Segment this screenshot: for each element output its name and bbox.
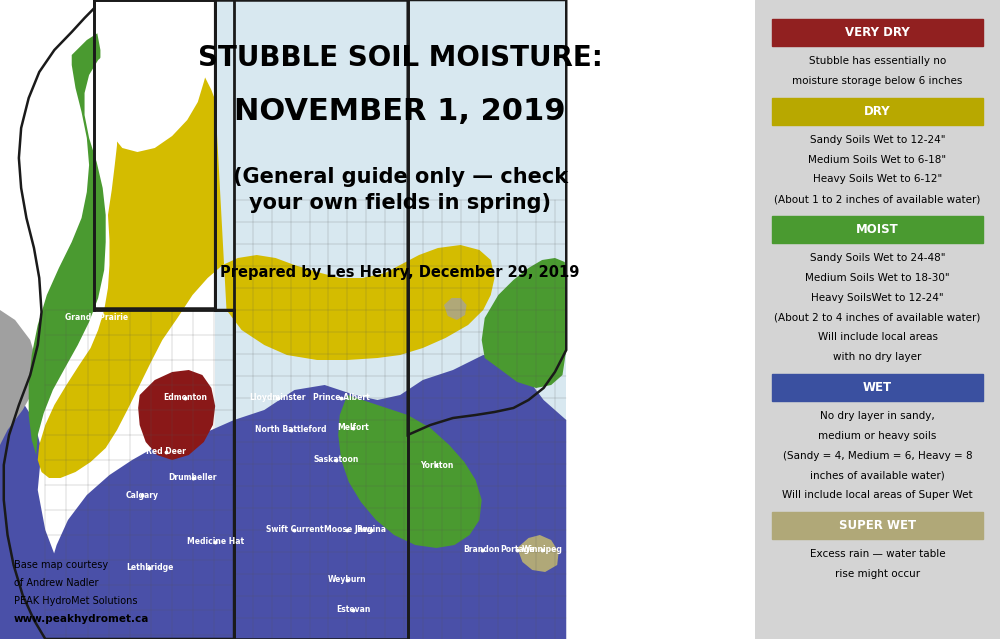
Text: DRY: DRY bbox=[864, 105, 891, 118]
Polygon shape bbox=[0, 355, 566, 639]
Text: Portage: Portage bbox=[500, 546, 534, 555]
Text: Lloydminster: Lloydminster bbox=[250, 394, 306, 403]
Text: Medium Soils Wet to 6-18": Medium Soils Wet to 6-18" bbox=[808, 155, 947, 165]
Text: North Battleford: North Battleford bbox=[255, 426, 326, 435]
Polygon shape bbox=[517, 535, 559, 572]
Text: Medicine Hat: Medicine Hat bbox=[187, 537, 244, 546]
Text: WET: WET bbox=[863, 381, 892, 394]
Text: Regina: Regina bbox=[356, 525, 386, 534]
Text: Winnipeg: Winnipeg bbox=[522, 546, 563, 555]
Text: Stubble has essentially no: Stubble has essentially no bbox=[809, 56, 946, 66]
Polygon shape bbox=[38, 65, 495, 478]
Text: of Andrew Nadler: of Andrew Nadler bbox=[14, 578, 98, 588]
Text: No dry layer in sandy,: No dry layer in sandy, bbox=[820, 411, 935, 421]
Bar bbox=[772, 98, 983, 125]
Text: Will include local areas: Will include local areas bbox=[818, 332, 938, 343]
Text: Saskatoon: Saskatoon bbox=[313, 456, 359, 465]
Polygon shape bbox=[338, 395, 482, 548]
Polygon shape bbox=[0, 340, 60, 639]
Text: Will include local areas of Super Wet: Will include local areas of Super Wet bbox=[782, 490, 973, 500]
Text: Calgary: Calgary bbox=[125, 491, 158, 500]
Text: Brandon: Brandon bbox=[463, 546, 500, 555]
Text: Sandy Soils Wet to 12-24": Sandy Soils Wet to 12-24" bbox=[810, 135, 945, 145]
Text: rise might occur: rise might occur bbox=[835, 569, 920, 579]
Text: Base map courtesy: Base map courtesy bbox=[14, 560, 108, 570]
Text: moisture storage below 6 inches: moisture storage below 6 inches bbox=[792, 75, 963, 86]
Text: Prepared by Les Henry, December 29, 2019: Prepared by Les Henry, December 29, 2019 bbox=[220, 265, 580, 279]
Bar bbox=[772, 217, 983, 243]
Text: Lethbridge: Lethbridge bbox=[126, 564, 173, 573]
Text: MOIST: MOIST bbox=[856, 224, 899, 236]
Text: Grande Prairie: Grande Prairie bbox=[65, 314, 128, 323]
Text: medium or heavy soils: medium or heavy soils bbox=[818, 431, 937, 441]
Polygon shape bbox=[138, 370, 215, 460]
Polygon shape bbox=[117, 88, 195, 168]
Text: Moose Jaw: Moose Jaw bbox=[324, 525, 370, 534]
Text: (Sandy = 4, Medium = 6, Heavy = 8: (Sandy = 4, Medium = 6, Heavy = 8 bbox=[783, 450, 972, 461]
Bar bbox=[772, 512, 983, 539]
Text: Melfort: Melfort bbox=[337, 424, 369, 433]
Text: Drumheller: Drumheller bbox=[168, 473, 217, 482]
Bar bbox=[772, 19, 983, 46]
Text: Heavy Soils Wet to 6-12": Heavy Soils Wet to 6-12" bbox=[813, 174, 942, 185]
Text: PEAK HydroMet Solutions: PEAK HydroMet Solutions bbox=[14, 596, 137, 606]
Text: VERY DRY: VERY DRY bbox=[845, 26, 910, 39]
Text: Edmonton: Edmonton bbox=[163, 394, 207, 403]
Text: Sandy Soils Wet to 24-48": Sandy Soils Wet to 24-48" bbox=[810, 253, 945, 263]
Text: Swift Current: Swift Current bbox=[266, 525, 323, 534]
Text: Red Deer: Red Deer bbox=[146, 447, 186, 456]
Text: (About 1 to 2 inches of available water): (About 1 to 2 inches of available water) bbox=[774, 194, 981, 204]
Text: inches of available water): inches of available water) bbox=[810, 470, 945, 481]
Polygon shape bbox=[0, 310, 38, 445]
Text: www.peakhydromet.ca: www.peakhydromet.ca bbox=[14, 614, 149, 624]
Text: Weyburn: Weyburn bbox=[328, 576, 367, 585]
Text: (About 2 to 4 inches of available water): (About 2 to 4 inches of available water) bbox=[774, 312, 981, 323]
Text: Excess rain — water table: Excess rain — water table bbox=[810, 550, 945, 559]
Polygon shape bbox=[29, 18, 202, 465]
Polygon shape bbox=[215, 0, 566, 639]
Text: Heavy SoilsWet to 12-24": Heavy SoilsWet to 12-24" bbox=[811, 293, 944, 303]
Text: Yorkton: Yorkton bbox=[420, 461, 453, 470]
Bar bbox=[772, 374, 983, 401]
Text: NOVEMBER 1, 2019: NOVEMBER 1, 2019 bbox=[234, 98, 566, 127]
Polygon shape bbox=[444, 298, 467, 320]
Text: SUPER WET: SUPER WET bbox=[839, 520, 916, 532]
Text: (General guide only — check
your own fields in spring): (General guide only — check your own fie… bbox=[233, 167, 568, 213]
Text: Medium Soils Wet to 18-30": Medium Soils Wet to 18-30" bbox=[805, 273, 950, 283]
Text: Estevan: Estevan bbox=[336, 606, 371, 615]
Polygon shape bbox=[482, 258, 566, 388]
Text: STUBBLE SOIL MOISTURE:: STUBBLE SOIL MOISTURE: bbox=[198, 44, 603, 72]
Text: Prince Albert: Prince Albert bbox=[313, 394, 370, 403]
Text: with no dry layer: with no dry layer bbox=[833, 352, 922, 362]
Polygon shape bbox=[94, 0, 215, 152]
